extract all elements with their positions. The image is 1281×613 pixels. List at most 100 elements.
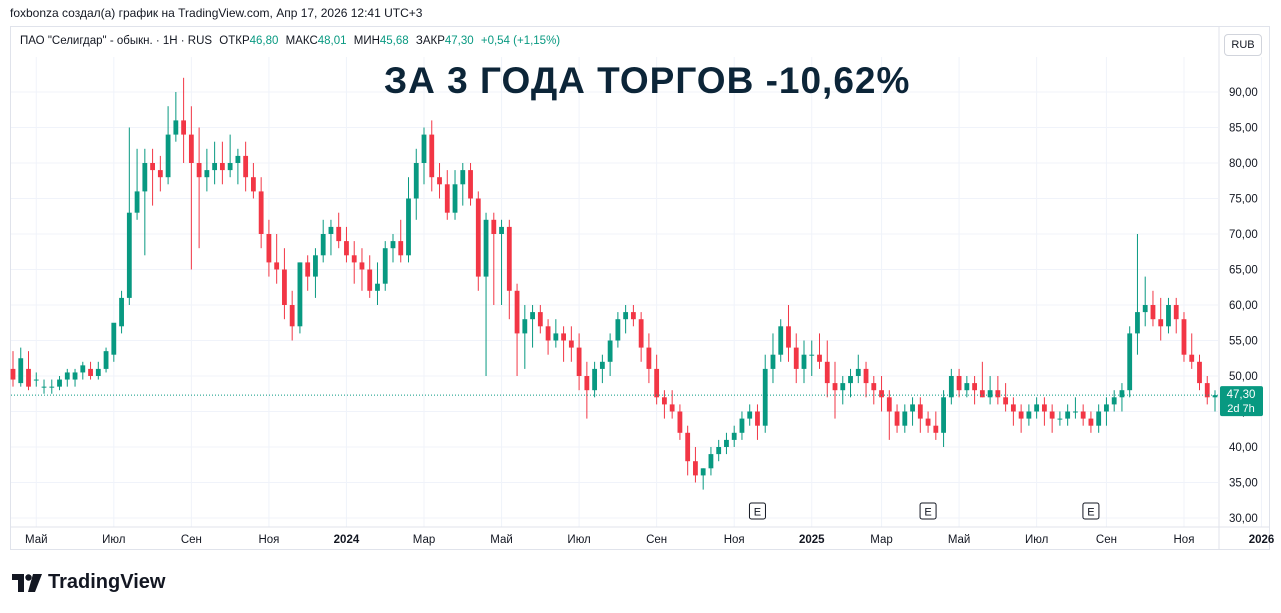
candle-body[interactable] bbox=[483, 219, 489, 277]
candle-body[interactable] bbox=[1166, 305, 1171, 327]
candle-body[interactable] bbox=[33, 379, 39, 381]
candle-body[interactable] bbox=[1181, 319, 1187, 355]
candle-body[interactable] bbox=[607, 340, 613, 362]
candle-body[interactable] bbox=[561, 333, 566, 341]
candle-body[interactable] bbox=[103, 351, 109, 369]
candle-body[interactable] bbox=[1150, 305, 1156, 320]
candle-body[interactable] bbox=[685, 432, 691, 462]
candle-body[interactable] bbox=[157, 170, 163, 178]
candle-body[interactable] bbox=[584, 376, 590, 391]
candle-body[interactable] bbox=[429, 134, 435, 178]
candle-body[interactable] bbox=[437, 177, 442, 185]
candle-body[interactable] bbox=[468, 170, 473, 199]
candle-body[interactable] bbox=[150, 163, 155, 171]
candle-body[interactable] bbox=[10, 368, 16, 380]
candle-body[interactable] bbox=[840, 383, 846, 391]
candle-body[interactable] bbox=[1104, 404, 1109, 412]
candle-body[interactable] bbox=[1189, 354, 1195, 362]
candle-body[interactable] bbox=[677, 411, 683, 433]
candle-body[interactable] bbox=[1197, 361, 1202, 384]
candle-body[interactable] bbox=[506, 226, 512, 291]
candle-body[interactable] bbox=[64, 372, 70, 380]
candle-body[interactable] bbox=[917, 404, 923, 419]
candle-body[interactable] bbox=[72, 372, 78, 380]
candle-body[interactable] bbox=[801, 354, 807, 369]
candle-body[interactable] bbox=[328, 226, 334, 234]
candle-body[interactable] bbox=[739, 418, 745, 433]
candle-body[interactable] bbox=[398, 241, 404, 256]
tradingview-logo[interactable]: TradingView bbox=[12, 571, 165, 594]
candle-body[interactable] bbox=[894, 411, 900, 426]
candle-body[interactable] bbox=[1010, 404, 1016, 412]
candle-body[interactable] bbox=[530, 312, 535, 320]
candle-body[interactable] bbox=[344, 241, 349, 256]
candle-body[interactable] bbox=[987, 390, 993, 398]
candle-body[interactable] bbox=[1158, 319, 1164, 327]
candle-body[interactable] bbox=[212, 163, 218, 171]
candle-body[interactable] bbox=[832, 383, 838, 391]
candle-body[interactable] bbox=[111, 322, 117, 355]
candle-body[interactable] bbox=[320, 234, 326, 256]
candle-body[interactable] bbox=[250, 177, 256, 192]
candle-body[interactable] bbox=[57, 379, 62, 387]
candle-body[interactable] bbox=[623, 312, 629, 320]
candle-body[interactable] bbox=[778, 326, 784, 355]
candle-body[interactable] bbox=[49, 386, 55, 388]
candle-body[interactable] bbox=[41, 386, 47, 388]
candle-body[interactable] bbox=[902, 411, 908, 426]
candle-body[interactable] bbox=[26, 368, 31, 387]
candle-body[interactable] bbox=[444, 184, 450, 213]
candle-body[interactable] bbox=[948, 376, 954, 398]
candle-body[interactable] bbox=[95, 368, 101, 376]
candle-body[interactable] bbox=[592, 368, 598, 391]
candle-body[interactable] bbox=[390, 241, 396, 249]
candle-body[interactable] bbox=[227, 163, 233, 171]
candle-body[interactable] bbox=[289, 305, 295, 327]
candle-body[interactable] bbox=[770, 354, 776, 369]
candle-body[interactable] bbox=[910, 404, 915, 412]
candle-body[interactable] bbox=[514, 290, 520, 334]
candle-body[interactable] bbox=[879, 390, 884, 398]
candle-body[interactable] bbox=[382, 248, 388, 284]
candle-body[interactable] bbox=[824, 361, 830, 384]
candle-body[interactable] bbox=[545, 326, 551, 341]
candle-body[interactable] bbox=[460, 170, 466, 185]
candle-body[interactable] bbox=[1026, 411, 1032, 419]
candle-body[interactable] bbox=[724, 439, 729, 447]
candle-body[interactable] bbox=[809, 354, 815, 356]
candle-body[interactable] bbox=[1119, 390, 1125, 398]
candle-body[interactable] bbox=[863, 368, 869, 384]
candle-body[interactable] bbox=[1096, 411, 1102, 426]
candle-body[interactable] bbox=[173, 120, 179, 135]
candle-body[interactable] bbox=[1018, 411, 1024, 419]
candle-body[interactable] bbox=[119, 297, 124, 327]
candle-body[interactable] bbox=[80, 365, 86, 373]
candle-body[interactable] bbox=[762, 368, 768, 426]
candle-body[interactable] bbox=[817, 354, 822, 362]
candle-body[interactable] bbox=[452, 184, 458, 213]
candle-body[interactable] bbox=[413, 163, 419, 199]
candle-body[interactable] bbox=[1173, 305, 1179, 320]
symbol-name[interactable]: ПАО "Селигдар" - обыкн. · 1Н · RUS bbox=[20, 35, 213, 47]
candle-body[interactable] bbox=[1088, 418, 1094, 426]
candle-body[interactable] bbox=[258, 191, 264, 234]
candle-body[interactable] bbox=[235, 155, 241, 163]
candle-body[interactable] bbox=[1080, 411, 1086, 419]
candle-body[interactable] bbox=[336, 226, 342, 242]
candle-body[interactable] bbox=[165, 134, 171, 178]
candle-body[interactable] bbox=[421, 134, 427, 163]
candle-body[interactable] bbox=[88, 368, 93, 376]
candle-body[interactable] bbox=[1111, 397, 1117, 405]
candle-body[interactable] bbox=[219, 163, 225, 171]
candle-body[interactable] bbox=[1204, 383, 1210, 398]
candle-body[interactable] bbox=[274, 262, 280, 270]
candle-body[interactable] bbox=[568, 340, 574, 348]
candle-body[interactable] bbox=[1065, 411, 1071, 419]
candle-body[interactable] bbox=[1142, 305, 1148, 313]
candle-body[interactable] bbox=[537, 312, 543, 327]
candle-body[interactable] bbox=[925, 418, 931, 426]
candle-body[interactable] bbox=[1135, 312, 1140, 334]
candle-body[interactable] bbox=[793, 347, 799, 369]
candle-body[interactable] bbox=[638, 319, 644, 348]
candle-body[interactable] bbox=[646, 347, 652, 369]
